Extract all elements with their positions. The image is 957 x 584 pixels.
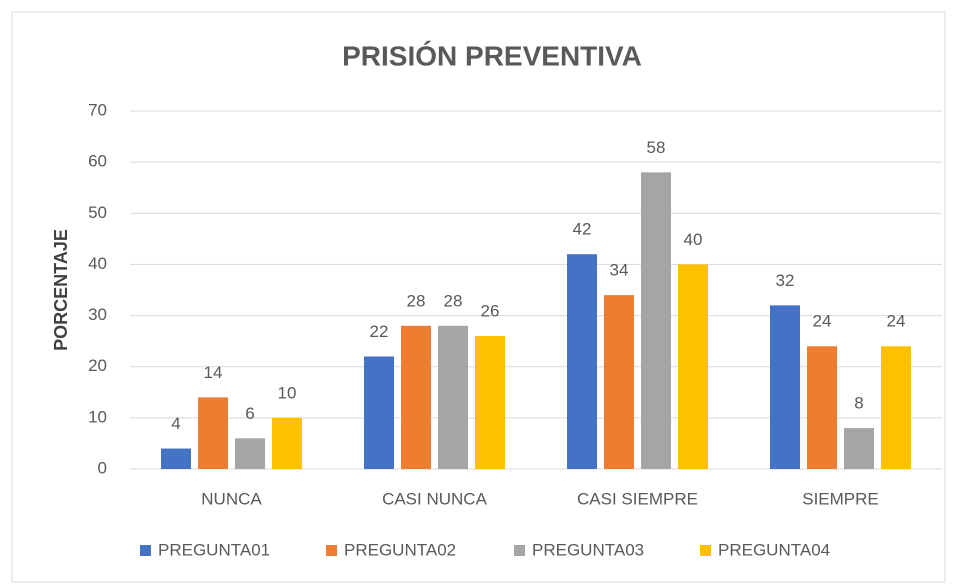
legend-label: PREGUNTA01 xyxy=(158,540,270,559)
bar xyxy=(807,346,837,469)
data-label: 24 xyxy=(813,312,832,331)
x-tick-label: SIEMPRE xyxy=(802,489,879,508)
legend-swatch xyxy=(140,545,151,556)
legend-swatch xyxy=(514,545,525,556)
bar xyxy=(641,172,671,469)
data-label: 26 xyxy=(481,302,500,321)
data-label: 42 xyxy=(573,220,592,239)
bar xyxy=(770,305,800,469)
bar xyxy=(475,336,505,469)
bar xyxy=(438,325,468,469)
data-label: 4 xyxy=(171,414,180,433)
legend-label: PREGUNTA02 xyxy=(344,540,456,559)
x-tick-label: CASI SIEMPRE xyxy=(577,489,698,508)
bar xyxy=(401,325,431,469)
bar xyxy=(272,417,302,469)
legend-swatch xyxy=(326,545,337,556)
data-label: 10 xyxy=(278,383,297,402)
y-tick-label: 0 xyxy=(98,458,107,477)
data-label: 32 xyxy=(776,271,795,290)
bar xyxy=(235,438,265,469)
x-tick-label: CASI NUNCA xyxy=(382,489,488,508)
bar xyxy=(881,346,911,469)
y-tick-label: 40 xyxy=(88,254,107,273)
bar xyxy=(567,254,597,469)
chart-title: PRISIÓN PREVENTIVA xyxy=(342,40,642,71)
data-label: 28 xyxy=(407,291,426,310)
data-label: 40 xyxy=(684,230,703,249)
data-label: 24 xyxy=(887,312,906,331)
legend-swatch xyxy=(700,545,711,556)
data-label: 8 xyxy=(854,394,863,413)
chart-frame xyxy=(11,11,946,583)
data-label: 34 xyxy=(610,261,629,280)
legend-label: PREGUNTA03 xyxy=(532,540,644,559)
y-tick-label: 10 xyxy=(88,407,107,426)
bar xyxy=(604,295,634,469)
bar xyxy=(364,356,394,469)
legend-label: PREGUNTA04 xyxy=(718,540,830,559)
bar xyxy=(844,428,874,469)
bar xyxy=(161,448,191,469)
data-label: 6 xyxy=(245,404,254,423)
y-tick-label: 60 xyxy=(88,152,107,171)
data-label: 28 xyxy=(444,291,463,310)
data-label: 14 xyxy=(204,363,223,382)
y-tick-label: 50 xyxy=(88,203,107,222)
y-axis-label: PORCENTAJE xyxy=(51,229,71,351)
y-tick-label: 30 xyxy=(88,305,107,324)
data-label: 22 xyxy=(370,322,389,341)
bar xyxy=(198,397,228,469)
y-tick-label: 20 xyxy=(88,356,107,375)
x-tick-label: NUNCA xyxy=(201,489,262,508)
bar xyxy=(678,264,708,469)
y-tick-label: 70 xyxy=(88,100,107,119)
data-label: 58 xyxy=(647,138,666,157)
